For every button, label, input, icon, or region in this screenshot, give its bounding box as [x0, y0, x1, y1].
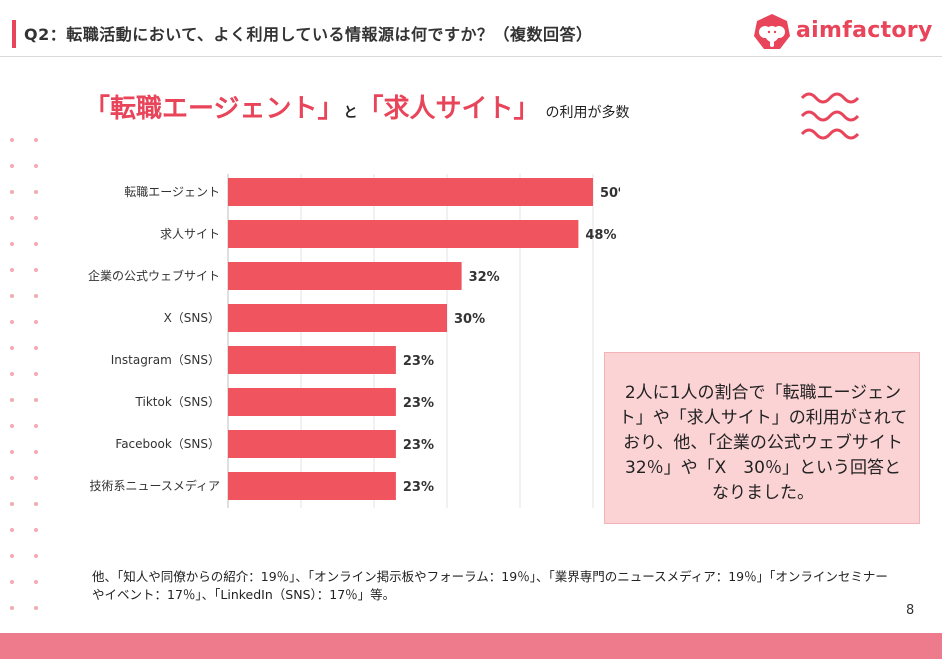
data-label: 23%	[403, 396, 434, 411]
dot-pattern-decoration	[10, 138, 38, 610]
header: Q2：転職活動において、よく利用している情報源は何ですか？（複数回答） aimf…	[0, 0, 942, 70]
header-divider	[0, 56, 942, 57]
category-label: Facebook（SNS）	[115, 437, 220, 451]
bar	[228, 178, 593, 206]
headline-part2: と	[343, 105, 358, 121]
bottom-band	[0, 633, 942, 659]
logo: aimfactory	[752, 12, 932, 52]
bar	[228, 472, 396, 500]
bar	[228, 388, 396, 416]
category-label: 求人サイト	[160, 227, 220, 241]
footnote: 他、「知人や同僚からの紹介：19％」、「オンライン掲示板やフォーラム：19％」、…	[92, 569, 888, 602]
data-label: 30%	[454, 312, 485, 327]
headline: 「転職エージェント」と「求人サイト」 の利用が多数	[84, 88, 630, 125]
bar	[228, 430, 396, 458]
summary-callout: 2人に1人の割合で「転職エージェント」や「求人サイト」の利用がされており、他、「…	[604, 352, 920, 524]
data-label: 23%	[403, 480, 434, 495]
page-number: 8	[906, 603, 915, 618]
category-label: 企業の公式ウェブサイト	[88, 268, 220, 283]
category-label: 転職エージェント	[124, 185, 220, 199]
bar	[228, 346, 396, 374]
bar-chart: 転職エージェント 50% 求人サイト 48% 企業の公式ウェブサイト 32% X（SNS） 3…	[88, 174, 620, 508]
headline-part3: 「求人サイト」	[357, 94, 540, 124]
bar	[228, 262, 462, 290]
data-label: 48%	[585, 228, 616, 243]
bar	[228, 220, 579, 248]
logo-text: aimfactory	[796, 18, 933, 43]
headline-part1: 「転職エージェント」	[84, 94, 344, 124]
header-accent-bar	[12, 20, 16, 48]
category-label: Instagram（SNS）	[111, 353, 220, 367]
bar	[228, 304, 447, 332]
data-label: 32%	[469, 270, 500, 285]
page-title: Q2：転職活動において、よく利用している情報源は何ですか？（複数回答）	[24, 25, 593, 44]
wave-decoration	[800, 92, 860, 140]
category-label: X（SNS）	[164, 311, 220, 325]
data-label: 50%	[600, 186, 620, 201]
elephant-logo-icon	[754, 14, 790, 49]
data-label: 23%	[403, 438, 434, 453]
headline-part4: の利用が多数	[545, 105, 630, 121]
data-label: 23%	[403, 354, 434, 369]
category-label: Tiktok（SNS）	[135, 395, 220, 409]
category-label: 技術系ニュースメディア	[89, 478, 220, 493]
summary-callout-text: 2人に1人の割合で「転職エージェント」や「求人サイト」の利用がされており、他、「…	[618, 383, 920, 503]
